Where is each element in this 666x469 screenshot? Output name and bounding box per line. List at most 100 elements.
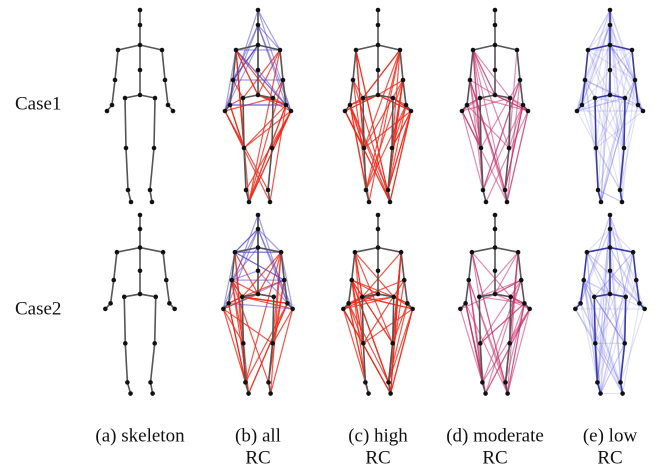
joint [633,78,638,83]
joint [229,278,234,283]
joint [508,96,513,101]
joint [608,93,613,98]
joint [256,227,261,232]
joint [376,292,381,297]
joint [642,307,647,312]
joint [376,23,381,28]
joint [623,295,628,300]
bone [363,98,364,148]
bone [268,148,272,190]
joint [361,341,366,346]
bone [280,50,283,80]
joint [241,96,246,101]
bone [165,80,168,105]
joint [608,227,613,232]
relation-edge [349,303,389,382]
joint [390,146,395,151]
joint [150,200,155,205]
joint [470,250,475,255]
joint [505,391,510,396]
joint [503,380,508,385]
joint [641,109,646,114]
joint [349,278,354,283]
joint [399,250,404,255]
joint [466,278,471,283]
joint [256,23,261,28]
joint [391,96,396,101]
joint [366,391,371,396]
joint [388,200,393,205]
joint [493,8,498,13]
joint [270,341,275,346]
joint [129,200,134,205]
joint [167,301,172,306]
joint [608,269,613,274]
bone [126,148,128,190]
joint [268,200,273,205]
bone [392,98,393,148]
joint [138,93,143,98]
row-label: Case1 [15,93,61,114]
joint [608,245,613,250]
joint [460,109,465,114]
joint [284,103,289,108]
joint [580,103,585,108]
bone [163,252,166,280]
joint [256,93,261,98]
joint [231,78,236,83]
bone [151,343,155,382]
joint [138,23,143,28]
bone [154,98,155,148]
joint [598,391,603,396]
joint [376,245,381,250]
bone [124,294,140,297]
joint [386,380,391,385]
joint [623,96,628,101]
joint [256,43,261,48]
joint [256,213,261,218]
joint [618,380,623,385]
joint [138,213,143,218]
bone [352,252,355,280]
joint [271,295,276,300]
bone [273,297,274,344]
bone [350,80,353,105]
joint [463,301,468,306]
bone [140,294,156,297]
column-caption: (b) all [235,425,281,446]
bone [510,297,511,344]
joint [138,269,143,274]
joint [405,301,410,306]
joint [376,8,381,13]
relation-edge [244,111,291,148]
column-caption: RC [597,447,622,468]
joint [351,78,356,83]
joint [246,391,251,396]
joint [115,250,120,255]
bone [111,280,114,303]
joint [593,341,598,346]
bone [162,50,165,80]
joint [507,146,512,151]
bone [112,80,115,105]
joint [289,109,294,114]
joint [608,68,613,73]
joint [630,48,635,53]
joint [521,103,526,108]
joint [622,146,627,151]
joint [268,391,273,396]
joint [477,295,482,300]
column-caption: (e) low [583,425,638,446]
joint [152,146,157,151]
joint [608,23,613,28]
bone [479,297,480,344]
bone [258,294,274,297]
bone [480,98,481,148]
joint [266,188,271,193]
joint [221,307,226,312]
joint [290,307,295,312]
joint [148,380,153,385]
joint [402,278,407,283]
bone [353,50,356,80]
joint [360,295,365,300]
